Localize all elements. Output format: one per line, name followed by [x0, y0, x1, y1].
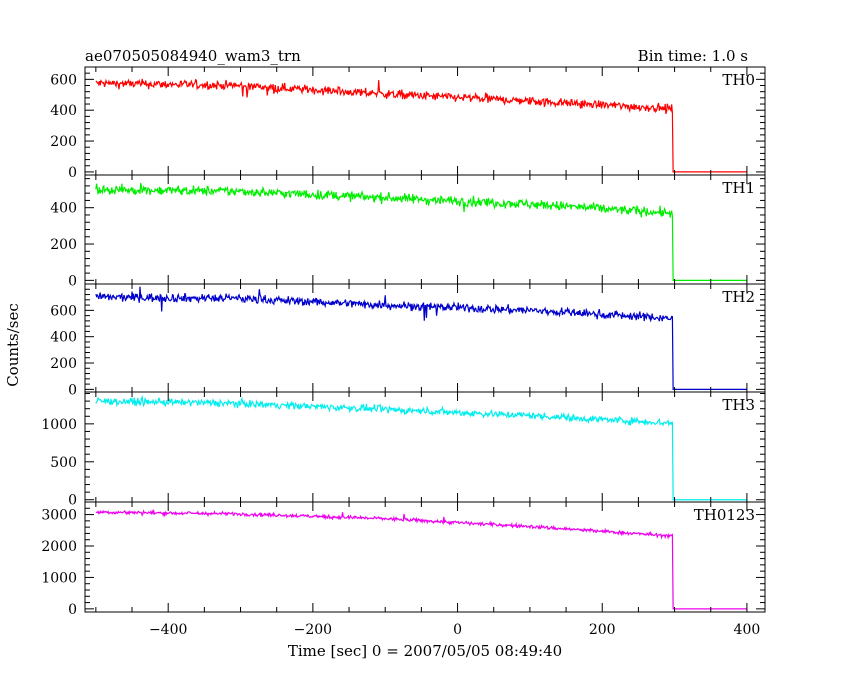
chart-title: ae070505084940_wam3_trn: [85, 47, 301, 65]
x-tick-label: 400: [734, 622, 761, 638]
panel-th1: 0 200 400 TH1: [50, 174, 766, 289]
series-label: TH1: [722, 179, 755, 197]
y-axis-label: Counts/sec: [4, 303, 22, 387]
x-tick-label: 0: [453, 622, 462, 638]
y-tick-label: 600: [50, 72, 77, 88]
series-line-th2: [95, 286, 747, 390]
y-tick-label: 0: [68, 273, 77, 289]
y-tick-label: 0: [68, 165, 77, 181]
x-tick-label: −400: [149, 622, 187, 638]
y-tick-label: 200: [50, 134, 77, 150]
y-tick-label: 0: [68, 382, 77, 398]
y-tick-label: 1000: [41, 417, 77, 433]
series-line-th1: [95, 182, 747, 281]
y-tick-label: 3000: [41, 508, 77, 524]
panel-th0123: 0 1000 2000 3000 TH0123: [41, 501, 766, 618]
y-tick-label: 200: [50, 237, 77, 253]
series-label: TH0123: [694, 506, 755, 524]
y-tick-label: 600: [50, 303, 77, 319]
y-tick-label: 0: [68, 493, 77, 509]
panel-frame: [84, 501, 766, 613]
series-label: TH3: [722, 396, 755, 414]
panel-th2: 0 200 400 600 TH2: [50, 283, 766, 398]
panel-th3: 0 500 1000 TH3: [41, 391, 766, 509]
series-line-th0123: [95, 508, 747, 610]
y-tick-label: 1000: [41, 570, 77, 586]
y-tick-label: 400: [50, 103, 77, 119]
y-tick-label: 400: [50, 201, 77, 217]
panel-frame: [84, 391, 766, 503]
series-label: TH0: [722, 71, 755, 89]
y-tick-label: 500: [50, 455, 77, 471]
x-axis-label: Time [sec] 0 = 2007/05/05 08:49:40: [288, 642, 562, 660]
bin-time-label: Bin time: 1.0 s: [638, 47, 748, 65]
y-tick-label: 200: [50, 356, 77, 372]
x-tick-label: 200: [589, 622, 616, 638]
y-tick-label: 0: [68, 602, 77, 618]
y-tick-label: 2000: [41, 539, 77, 555]
series-label: TH2: [722, 288, 755, 306]
series-line-th0: [95, 78, 747, 173]
panels-layer: 0 200 400 600 TH0 0 200 400 TH1 0 200 400 600 TH2 0 500…: [41, 66, 766, 638]
panel-th0: 0 200 400 600 TH0: [50, 66, 766, 181]
series-line-th3: [95, 394, 747, 501]
x-tick-label: −200: [294, 622, 332, 638]
y-tick-label: 400: [50, 330, 77, 346]
